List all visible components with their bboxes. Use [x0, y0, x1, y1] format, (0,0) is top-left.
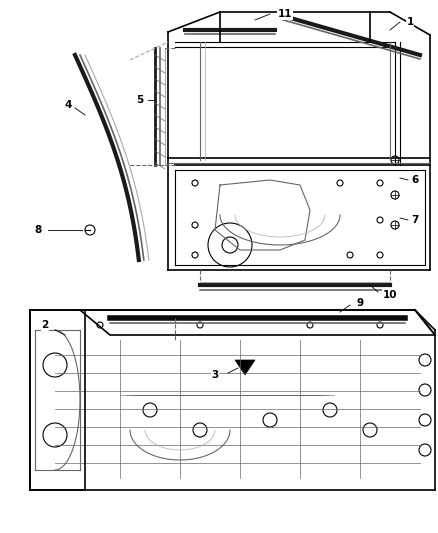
- Text: 5: 5: [136, 95, 144, 105]
- Text: 2: 2: [41, 320, 49, 330]
- Text: 3: 3: [212, 370, 219, 380]
- Text: 4: 4: [64, 100, 72, 110]
- Text: 9: 9: [357, 298, 364, 308]
- Text: 7: 7: [411, 215, 419, 225]
- Text: 1: 1: [406, 17, 413, 27]
- Text: 10: 10: [383, 290, 397, 300]
- Text: 8: 8: [34, 225, 42, 235]
- Text: 11: 11: [278, 9, 292, 19]
- Text: 6: 6: [411, 175, 419, 185]
- Polygon shape: [235, 360, 255, 375]
